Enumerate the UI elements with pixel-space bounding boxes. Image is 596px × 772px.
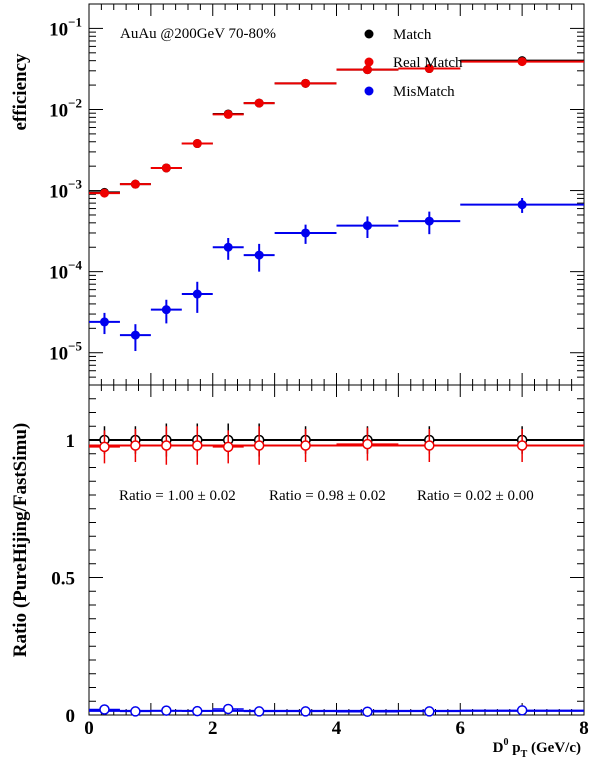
legend-marker-mismatch xyxy=(364,86,374,96)
x-axis-label-d: D xyxy=(493,740,504,756)
x-axis-label-p: p xyxy=(509,740,521,756)
ratio-y-tick-label: 0.5 xyxy=(51,569,75,590)
tick-base: 10 xyxy=(49,344,68,365)
fit-annotation-mismatch: Ratio = 0.02 ± 0.00 xyxy=(417,488,534,504)
legend-label-real-match: Real Match xyxy=(393,55,463,71)
tick-base: 10 xyxy=(49,182,68,203)
ratio-data-point xyxy=(300,440,311,451)
efficiency-data-point xyxy=(161,163,171,173)
efficiency-y-tick-label: 10−4 xyxy=(49,258,82,284)
tick-exponent: −4 xyxy=(68,258,82,273)
ratio-data-point xyxy=(99,704,110,715)
ratio-x-tick-labels: 0 2 4 6 8 xyxy=(84,718,589,739)
efficiency-data-point xyxy=(161,305,171,315)
efficiency-series-mismatch xyxy=(89,197,584,352)
ratio-data-point xyxy=(516,440,528,451)
tick-exponent: −1 xyxy=(68,14,82,29)
ratio-data-point xyxy=(161,440,172,451)
ratio-y-tick-label: 0 xyxy=(66,706,76,727)
efficiency-data-point xyxy=(517,57,527,67)
ratio-y-tick-label: 1 xyxy=(66,431,76,452)
ratio-x-tick-label: 8 xyxy=(579,718,589,739)
ratio-data-point xyxy=(300,706,311,717)
tick-base: 10 xyxy=(49,263,68,284)
ratio-data-point xyxy=(192,440,203,451)
efficiency-data-point xyxy=(99,188,109,198)
efficiency-y-tick-labels: 10−510−410−310−210−1 xyxy=(49,14,82,364)
ratio-series-real-match xyxy=(89,426,584,465)
efficiency-data-point xyxy=(362,65,372,75)
fit-annotation-match: Ratio = 1.00 ± 0.02 xyxy=(119,488,236,504)
efficiency-data-point xyxy=(254,98,264,108)
fit-annotation-real-match: Ratio = 0.98 ± 0.02 xyxy=(269,488,386,504)
ratio-data-point xyxy=(516,705,528,716)
ratio-x-axis-label: D0 pT (GeV/c) xyxy=(493,737,581,760)
ratio-data-point xyxy=(424,706,435,717)
efficiency-data-point xyxy=(192,289,202,299)
efficiency-data-point xyxy=(254,250,264,260)
ratio-data-point xyxy=(424,440,435,451)
legend-label-mismatch: MisMatch xyxy=(393,84,455,100)
efficiency-y-tick-label: 10−2 xyxy=(49,95,82,121)
tick-base: 10 xyxy=(49,100,68,121)
legend-marker-match xyxy=(364,29,374,39)
efficiency-data-point xyxy=(424,216,434,226)
ratio-x-tick-label: 2 xyxy=(208,718,218,739)
efficiency-data-point xyxy=(424,64,434,74)
efficiency-axis-ticks xyxy=(88,3,585,386)
ratio-data-point xyxy=(161,705,172,716)
efficiency-data-point xyxy=(99,317,109,327)
tick-exponent: −5 xyxy=(68,339,82,354)
efficiency-y-tick-label: 10−1 xyxy=(49,14,82,40)
ratio-y-axis-label: Ratio (PureHijing/FastSimu) xyxy=(10,423,31,658)
ratio-data-point xyxy=(192,705,203,717)
ratio-x-tick-label: 4 xyxy=(332,718,342,739)
ratio-data-point xyxy=(222,703,234,715)
ratio-data-point xyxy=(130,706,141,717)
ratio-x-tick-label: 0 xyxy=(84,718,94,739)
efficiency-series-real-match xyxy=(89,57,584,198)
ratio-data-point xyxy=(130,440,141,451)
ratio-series xyxy=(89,423,584,717)
x-axis-label-sup: 0 xyxy=(504,737,509,748)
ratio-data-point xyxy=(362,706,373,717)
efficiency-y-tick-label: 10−5 xyxy=(49,339,82,365)
efficiency-y-axis-label: efficiency xyxy=(10,53,31,131)
efficiency-legend: Match Real Match MisMatch xyxy=(364,27,463,100)
ratio-x-tick-label: 6 xyxy=(456,718,466,739)
efficiency-title: AuAu @200GeV 70-80% xyxy=(120,26,276,42)
efficiency-data-point xyxy=(301,228,311,238)
ratio-data-point xyxy=(99,441,110,453)
ratio-series-mismatch xyxy=(89,703,584,717)
efficiency-panel: 10−510−410−310−210−1 AuAu @200GeV 70-80%… xyxy=(10,3,585,386)
efficiency-data-point xyxy=(130,179,140,189)
ratio-data-point xyxy=(362,438,373,450)
legend-marker-real-match xyxy=(364,57,374,67)
efficiency-y-tick-label: 10−3 xyxy=(49,177,82,203)
ratio-y-tick-labels: 00.51 xyxy=(51,431,75,727)
ratio-data-point xyxy=(222,441,234,453)
tick-exponent: −2 xyxy=(68,95,82,110)
ratio-data-point xyxy=(253,706,265,717)
tick-exponent: −3 xyxy=(68,177,82,192)
efficiency-data-point xyxy=(223,109,233,119)
tick-base: 10 xyxy=(49,19,68,40)
x-axis-label-sub: T xyxy=(521,749,528,760)
efficiency-data-point xyxy=(223,242,233,252)
legend-label-match: Match xyxy=(393,27,432,43)
efficiency-data-point xyxy=(130,330,140,340)
efficiency-data-point xyxy=(192,139,202,149)
x-axis-label-unit: (GeV/c) xyxy=(527,740,581,756)
efficiency-series xyxy=(89,56,584,352)
efficiency-data-point xyxy=(517,200,527,210)
ratio-data-point xyxy=(253,440,265,451)
efficiency-data-point xyxy=(362,221,372,231)
efficiency-data-point xyxy=(301,78,311,88)
